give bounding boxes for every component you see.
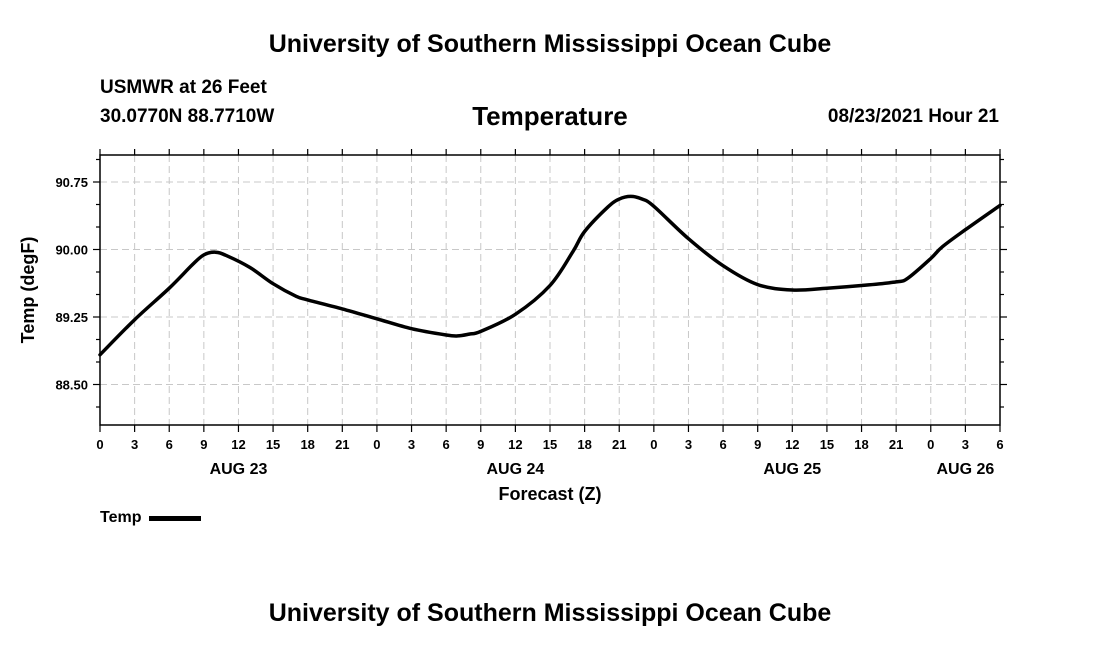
day-label: AUG 23 [210, 461, 268, 478]
x-tick-label: 3 [131, 437, 138, 452]
x-tick-label: 21 [889, 437, 903, 452]
x-tick-label: 6 [443, 437, 450, 452]
grid-lines [100, 155, 1000, 425]
x-tick-label: 15 [266, 437, 280, 452]
x-tick-label: 0 [650, 437, 657, 452]
x-tick-label: 3 [685, 437, 692, 452]
legend: Temp [100, 509, 202, 527]
x-tick-label: 0 [96, 437, 103, 452]
x-tick-label: 21 [612, 437, 626, 452]
legend-label: Temp [100, 509, 142, 526]
x-tick-label: 3 [408, 437, 415, 452]
x-tick-label: 12 [508, 437, 522, 452]
day-label: AUG 24 [486, 461, 544, 478]
plot-frame [99, 154, 1001, 426]
x-tick-label: 18 [300, 437, 314, 452]
forecast-datetime: 08/23/2021 Hour 21 [827, 106, 999, 127]
y-axis-title: Temp (degF) [18, 237, 38, 344]
y-tick-label: 90.75 [55, 175, 88, 190]
series-layer [98, 194, 1002, 357]
x-tick-label: 12 [231, 437, 245, 452]
station-coordinates: 30.0770N 88.7710W [100, 106, 275, 127]
footer-title: University of Southern Mississippi Ocean… [268, 599, 832, 627]
x-tick-label: 18 [854, 437, 868, 452]
x-tick-label: 21 [335, 437, 349, 452]
chart-title: Temperature [472, 101, 628, 131]
tick-labels: 0 3 6 9 12 15 18 21 0 3 6 9 12 15 18 21 0 3 6 9 12 15 18 21 0 3 6 8… [55, 175, 1003, 478]
y-tick-label: 88.50 [55, 378, 88, 393]
series-line-temp [98, 194, 1002, 357]
x-tick-label: 0 [373, 437, 380, 452]
x-tick-label: 0 [927, 437, 934, 452]
legend-line-swatch [149, 515, 202, 521]
x-tick-label: 9 [477, 437, 484, 452]
x-tick-label: 6 [166, 437, 173, 452]
axis-ticks [93, 149, 1007, 432]
x-tick-label: 3 [962, 437, 969, 452]
x-tick-label: 15 [543, 437, 557, 452]
x-tick-label: 6 [996, 437, 1003, 452]
x-tick-label: 18 [577, 437, 591, 452]
day-label: AUG 26 [936, 461, 994, 478]
y-tick-label: 89.25 [55, 310, 88, 325]
x-tick-label: 9 [754, 437, 761, 452]
y-tick-label: 90.00 [55, 243, 88, 258]
x-tick-label: 9 [200, 437, 207, 452]
x-axis-title: Forecast (Z) [498, 484, 601, 504]
page-title: University of Southern Mississippi Ocean… [268, 30, 832, 58]
x-tick-label: 12 [785, 437, 799, 452]
station-label: USMWR at 26 Feet [100, 77, 267, 98]
day-label: AUG 25 [763, 461, 821, 478]
x-tick-label: 6 [719, 437, 726, 452]
x-tick-label: 15 [820, 437, 834, 452]
